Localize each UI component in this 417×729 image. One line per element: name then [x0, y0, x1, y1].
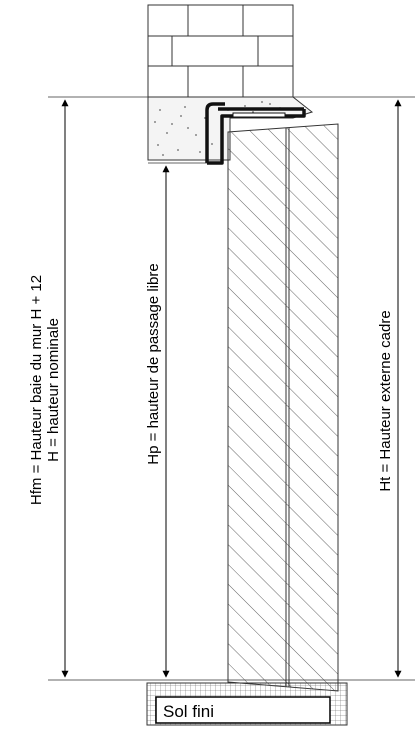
reference-lines	[48, 96, 415, 681]
frame-gasket	[232, 112, 286, 118]
finished-floor	[146, 682, 348, 726]
hfm-label-line2: H = hauteur nominale	[45, 318, 62, 462]
brick-wall	[147, 4, 294, 98]
door-leaf	[227, 123, 339, 692]
floor-label: Sol fini	[163, 702, 214, 721]
hfm-label-line1: Hfm = Hauteur baie du mur H + 12	[28, 275, 45, 505]
ht-label: Ht = Hauteur externe cadre	[377, 310, 394, 491]
frame-profile	[205, 102, 306, 165]
hp-label: Hp = hauteur de passage libre	[145, 263, 162, 464]
